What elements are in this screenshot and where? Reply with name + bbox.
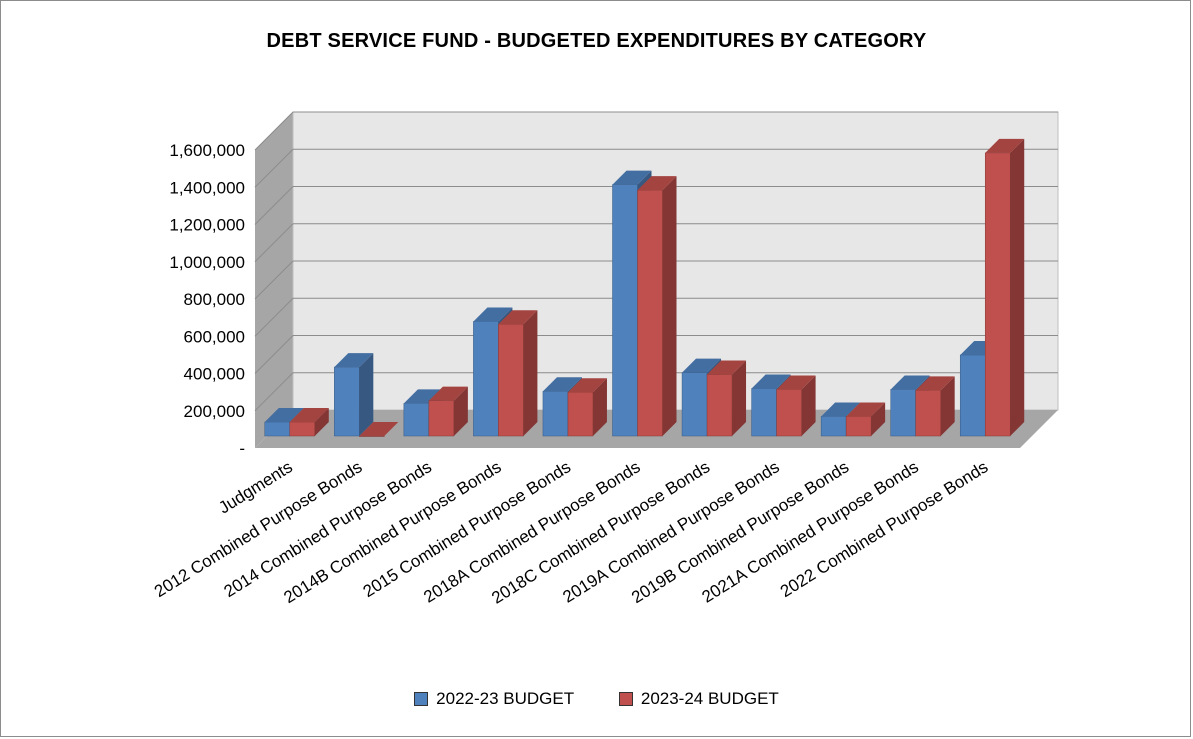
bar-series-2-cat-1-side [314,408,329,436]
bar-series-2-cat-10-side [940,376,955,436]
chart-title: DEBT SERVICE FUND - BUDGETED EXPENDITURE… [266,30,927,52]
bar-series-2-cat-3-front [428,400,455,437]
bar-series-1-cat-8-front [751,388,777,437]
bar-series-2-cat-4-side [523,310,538,436]
bar-series-2-cat-6-side [662,176,677,436]
y-tick-label: 800,000 [184,290,245,309]
bar-series-1-cat-10-top [890,375,930,390]
bar-series-1-cat-9-front [820,416,847,437]
bar-series-2-cat-2-top [359,422,399,436]
gridline-side [254,260,294,300]
bar-series-1-cat-4-top [473,307,513,322]
gridline-side [254,111,294,151]
bar-series-1-cat-1-front [264,421,291,437]
bar-series-1-cat-10-front [890,389,916,437]
gridline-side [254,148,294,188]
bar-series-2-cat-5-front [567,391,594,437]
bar-series-2-cat-8-front [776,389,802,437]
bar-series-1-cat-2-top [334,353,374,368]
bar-series-2-cat-9-top [846,402,886,417]
bar-series-2-cat-6-top [637,176,677,191]
bar-series-2-cat-6-front [637,189,663,437]
bar-series-2-cat-7-side [732,360,747,436]
bar-series-2-cat-3-side [453,386,468,436]
bar-series-1-cat-9-top [821,402,861,417]
bar-series-2-cat-11-top [985,138,1025,153]
bar-series-1-cat-2-front [334,366,360,437]
bar-series-1-cat-5-front [542,391,569,437]
bar-series-1-cat-7-front [681,372,708,437]
gridline-side [254,186,294,225]
bar-series-2-cat-4-front [498,324,524,437]
legend-label-series-1: 2022-23 BUDGET [436,689,575,708]
legend-label-series-2: 2023-24 BUDGET [640,689,779,708]
bar-series-2-cat-1-top [289,408,329,423]
bar-series-1-cat-3-front [403,403,430,437]
legend-item-series-1: 2022-23 BUDGET [414,689,574,709]
bar-series-2-cat-5-top [567,378,607,393]
legend-item-series-2: 2023-24 BUDGET [618,689,779,709]
bar-series-2-cat-2-front [359,435,385,437]
bar-series-2-cat-5-side [592,378,607,436]
bar-series-1-cat-7-top [682,358,722,373]
bar-series-2-cat-11-side [1010,138,1025,436]
bar-series-1-cat-11-front [959,354,986,437]
y-tick-label: 400,000 [184,365,245,384]
bar-series-1-cat-4-front [473,321,499,437]
bar-series-2-cat-9-front [845,416,872,437]
bar-series-1-cat-5-top [542,377,582,392]
bar-series-2-cat-7-front [706,374,733,437]
y-tick-label: 200,000 [184,402,245,421]
gridline-side [254,297,294,337]
legend: 2022-23 BUDGET 2023-24 BUDGET [0,689,1193,711]
bar-series-1-cat-8-top [751,374,791,389]
legend-swatch-series-1 [414,692,429,706]
bar-series-2-cat-9-side [871,402,886,436]
gridline-side [254,223,294,263]
bar-series-1-cat-1-top [264,408,304,423]
gridline-side [254,372,294,412]
bar-series-2-cat-7-top [707,360,747,375]
y-tick-label: 1,600,000 [169,141,245,160]
bar-series-1-cat-6-front [612,184,638,437]
bar-series-1-cat-2-side [359,353,374,436]
bar-series-2-cat-4-top [498,310,538,325]
legend-swatch-series-2 [618,692,633,706]
bar-series-1-cat-6-top [612,170,652,185]
y-tick-label: 1,200,000 [169,216,245,235]
bar-series-2-cat-8-top [776,375,816,390]
bar-series-2-cat-1-front [289,421,316,437]
y-tick-label: 1,400,000 [169,178,245,197]
bar-series-2-cat-3-top [428,386,468,401]
bar-series-1-cat-3-top [403,389,443,404]
bar-series-2-cat-10-top [915,376,955,391]
y-tick-label: 600,000 [184,327,245,346]
bar-series-2-cat-11-front [984,152,1011,437]
y-tick-label: - [239,439,245,458]
bar-series-2-cat-10-front [915,390,941,437]
gridline-side [254,335,294,374]
y-tick-label: 1,000,000 [169,253,245,272]
bar-series-2-cat-8-side [801,375,816,436]
